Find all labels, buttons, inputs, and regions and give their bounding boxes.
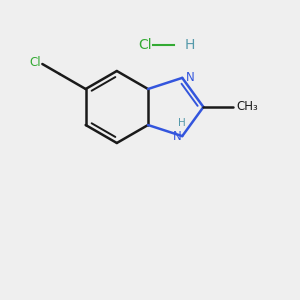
Text: N: N bbox=[186, 71, 195, 84]
Text: CH₃: CH₃ bbox=[236, 100, 258, 113]
Text: Cl: Cl bbox=[138, 38, 152, 52]
Text: H: H bbox=[185, 38, 195, 52]
Text: N: N bbox=[172, 130, 181, 142]
Text: Cl: Cl bbox=[30, 56, 41, 70]
Text: H: H bbox=[178, 118, 186, 128]
